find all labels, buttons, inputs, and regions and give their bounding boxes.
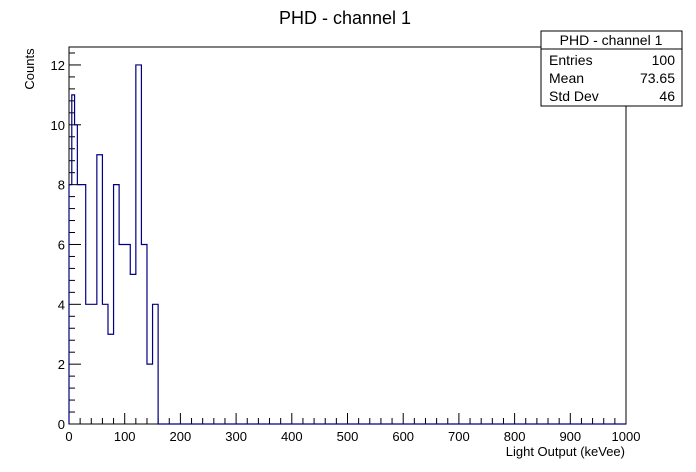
- stats-entries-label: Entries: [549, 52, 593, 68]
- y-tick-label: 2: [58, 357, 65, 372]
- y-tick-label: 0: [58, 417, 65, 432]
- x-axis-label: Light Output (keVee): [506, 444, 625, 459]
- stats-box: PHD - channel 1 Entries 100 Mean 73.65 S…: [540, 30, 683, 107]
- stats-box-frame: [540, 30, 683, 107]
- stats-mean-value: 73.65: [640, 70, 675, 86]
- stats-stddev-value: 46: [659, 88, 675, 104]
- y-tick-label: 8: [58, 178, 65, 193]
- stats-entries-value: 100: [652, 52, 676, 68]
- x-tick-label: 300: [225, 429, 247, 444]
- histogram-outline: [68, 64, 626, 425]
- x-tick-label: 400: [281, 429, 303, 444]
- chart-title: PHD - channel 1: [279, 8, 411, 28]
- y-axis-label: Counts: [22, 48, 37, 90]
- y-tick-label: 10: [51, 118, 65, 133]
- y-tick-label: 6: [58, 237, 65, 252]
- x-tick-label: 0: [65, 429, 72, 444]
- stats-box-title: PHD - channel 1: [560, 32, 663, 48]
- x-tick-label: 900: [559, 429, 581, 444]
- stats-mean-label: Mean: [549, 70, 584, 86]
- x-tick-label: 500: [337, 429, 359, 444]
- y-tick-label: 4: [58, 297, 65, 312]
- y-tick-label: 12: [51, 58, 65, 73]
- x-tick-label: 100: [114, 429, 136, 444]
- y-axis: 0 2 4 6 8 10 12: [51, 52, 81, 432]
- x-tick-label: 600: [392, 429, 414, 444]
- x-tick-label: 800: [504, 429, 526, 444]
- x-axis: 0 100 200 300 400 500 600 700 800 900 1000: [65, 413, 640, 444]
- stats-stddev-label: Std Dev: [549, 88, 599, 104]
- x-tick-label: 200: [170, 429, 192, 444]
- x-tick-label: 1000: [612, 429, 641, 444]
- x-tick-label: 700: [448, 429, 470, 444]
